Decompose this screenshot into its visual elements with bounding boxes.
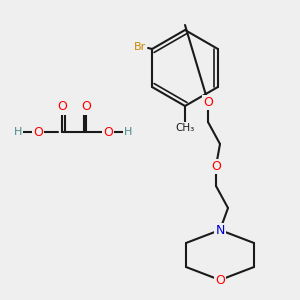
- Text: H: H: [14, 127, 22, 137]
- Text: Br: Br: [134, 42, 146, 52]
- Text: O: O: [33, 125, 43, 139]
- Text: O: O: [57, 100, 67, 113]
- Text: O: O: [215, 274, 225, 286]
- Text: N: N: [215, 224, 225, 236]
- Text: O: O: [103, 125, 113, 139]
- Text: O: O: [211, 160, 221, 172]
- Text: H: H: [124, 127, 132, 137]
- Text: O: O: [81, 100, 91, 113]
- Text: CH₃: CH₃: [176, 123, 195, 133]
- Text: O: O: [203, 95, 213, 109]
